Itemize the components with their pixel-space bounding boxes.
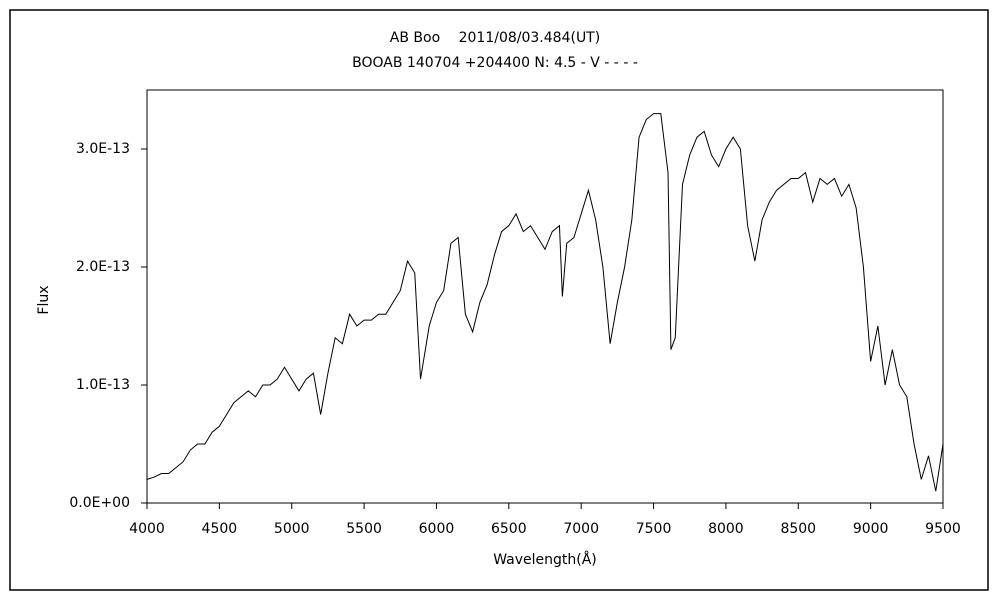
x-tick-label: 4500 — [202, 521, 238, 537]
x-tick-label: 5500 — [346, 521, 382, 537]
chart-border — [9, 9, 989, 591]
x-tick-label: 9000 — [853, 521, 889, 537]
x-tick-label: 6500 — [491, 521, 527, 537]
x-tick-label: 5000 — [274, 521, 310, 537]
y-tick-label: 3.0E-13 — [76, 141, 130, 157]
y-tick-label: 1.0E-13 — [76, 377, 130, 393]
x-tick-label: 9500 — [925, 521, 961, 537]
y-tick-label: 2.0E-13 — [76, 259, 130, 275]
chart-title: AB Boo 2011/08/03.484(UT) — [390, 30, 600, 46]
x-axis-label: Wavelength(Å) — [493, 551, 597, 568]
x-tick-label: 4000 — [129, 521, 165, 537]
x-tick-label: 6000 — [419, 521, 455, 537]
x-tick-label: 8000 — [708, 521, 744, 537]
spectrum-line — [146, 113, 944, 492]
x-tick-label: 8500 — [780, 521, 816, 537]
y-axis-label: Flux — [36, 285, 52, 314]
y-tick-label: 0.0E+00 — [69, 495, 130, 511]
chart-subtitle: BOOAB 140704 +204400 N: 4.5 - V - - - - — [352, 55, 638, 71]
x-tick-label: 7000 — [563, 521, 599, 537]
plot-frame — [146, 89, 944, 504]
x-tick-label: 7500 — [636, 521, 672, 537]
